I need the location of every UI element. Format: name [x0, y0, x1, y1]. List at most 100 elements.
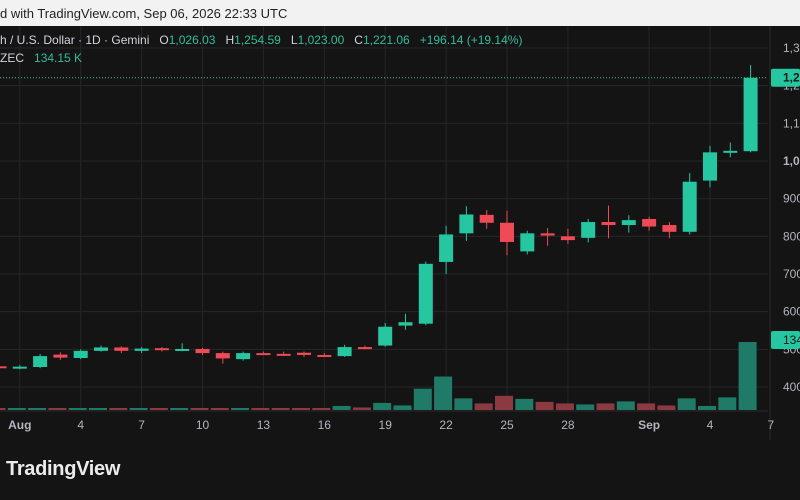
candle-body: [154, 348, 169, 351]
price-tick-label: 900: [783, 192, 800, 206]
candle-body: [134, 348, 149, 351]
candle-body: [236, 353, 251, 360]
time-tick-label: 4: [77, 418, 84, 432]
volume-bar: [596, 403, 615, 410]
time-tick-label: 7: [138, 418, 145, 432]
candle-body: [12, 366, 27, 369]
candle-body: [500, 222, 514, 242]
candle-body: [682, 181, 697, 232]
candle-body: [703, 152, 717, 181]
candle-body: [439, 234, 454, 262]
symbol-label[interactable]: h / U.S. Dollar · 1D · Gemini: [0, 33, 150, 47]
candle-body: [560, 236, 575, 241]
volume-bar: [292, 408, 310, 410]
volume-bar: [616, 401, 635, 410]
volume-bar: [657, 405, 676, 410]
candle-body: [256, 353, 271, 356]
price-tick-label: 700: [783, 267, 800, 281]
volume-bar: [515, 398, 534, 410]
volume-bar: [434, 376, 453, 410]
price-tick-label: 1,10: [783, 116, 800, 130]
candle-body: [175, 348, 190, 351]
volume-bar: [109, 408, 128, 410]
price-tick-label: 1,00: [783, 154, 800, 168]
last-price-tag: [771, 68, 800, 87]
volume-bar: [535, 401, 554, 410]
high-value: 1,254.59: [234, 33, 281, 47]
chart-footer: [0, 440, 800, 500]
last-price-tag-label: 1,22: [783, 71, 800, 85]
low-value: 1,023.00: [297, 33, 345, 47]
volume-bar: [68, 408, 87, 410]
open-label: O: [159, 33, 169, 47]
price-axis-background: [770, 26, 800, 440]
volume-bar: [495, 395, 513, 410]
chart-legend: h / U.S. Dollar · 1D · Gemini O1,026.03 …: [0, 33, 522, 65]
candle-body: [276, 353, 291, 356]
candle-body: [33, 356, 48, 368]
volume-bar: [698, 405, 716, 410]
price-tick-label: 400: [783, 380, 800, 394]
volume-bar: [251, 408, 270, 410]
candle-body: [378, 326, 393, 346]
volume-bar: [413, 388, 432, 410]
volume-bar: [210, 408, 229, 410]
time-tick-label: 16: [318, 418, 332, 432]
price-tick-label: 600: [783, 305, 800, 319]
plot-background: [0, 26, 800, 440]
volume-bar: [7, 408, 26, 410]
candle-body: [459, 214, 474, 234]
volume-bar: [312, 408, 331, 410]
candle-body: [520, 233, 535, 252]
volume-bar: [28, 408, 47, 410]
volume-bar: [373, 402, 392, 410]
candle-body: [398, 322, 413, 326]
high-label: H: [225, 33, 235, 47]
time-tick-label: 10: [196, 418, 210, 432]
candle-body: [723, 150, 738, 153]
candle-body: [337, 347, 352, 357]
candle-body: [53, 354, 68, 358]
snapshot-header: d with TradingView.com, Sep 06, 2026 22:…: [0, 0, 800, 26]
time-tick-label: 13: [257, 418, 271, 432]
volume-bar: [190, 408, 209, 410]
candle-body: [195, 348, 210, 354]
time-tick-label: 22: [439, 418, 453, 432]
ohlc-row: h / U.S. Dollar · 1D · Gemini O1,026.03 …: [0, 33, 522, 47]
volume-bar: [738, 342, 757, 410]
volume-bar: [89, 408, 107, 410]
candle-body: [581, 222, 596, 238]
volume-bar: [231, 408, 250, 410]
volume-bar: [332, 405, 351, 410]
price-tick-label: 1,30: [783, 41, 800, 55]
volume-bar: [637, 403, 656, 410]
volume-symbol: ZEC: [0, 51, 24, 65]
candle-body: [94, 347, 108, 351]
tradingview-logo[interactable]: TradingView: [6, 458, 121, 480]
low-label: L: [290, 33, 298, 47]
candle-body: [540, 233, 555, 236]
candle-body: [662, 225, 677, 232]
volume-bar: [555, 403, 574, 410]
open-value: 1,026.03: [168, 33, 216, 47]
price-tick-label: 800: [783, 229, 800, 243]
volume-bar: [0, 408, 6, 410]
candle-body: [297, 352, 311, 355]
volume-value: 134.15 K: [34, 51, 83, 65]
candle-body: [215, 353, 230, 359]
candle-body: [357, 347, 372, 350]
volume-bar: [170, 408, 189, 410]
candle-body: [621, 220, 636, 226]
candle-body: [418, 263, 433, 324]
close-label: C: [354, 33, 363, 47]
time-tick-label: 19: [379, 418, 393, 432]
volume-bar: [393, 405, 412, 410]
candle-body: [743, 77, 758, 152]
time-tick-label: 7: [768, 418, 775, 432]
volume-bar: [352, 407, 371, 410]
snapshot-caption: d with TradingView.com, Sep 06, 2026 22:…: [0, 6, 288, 21]
volume-bar: [576, 404, 595, 410]
volume-bar: [48, 408, 67, 410]
